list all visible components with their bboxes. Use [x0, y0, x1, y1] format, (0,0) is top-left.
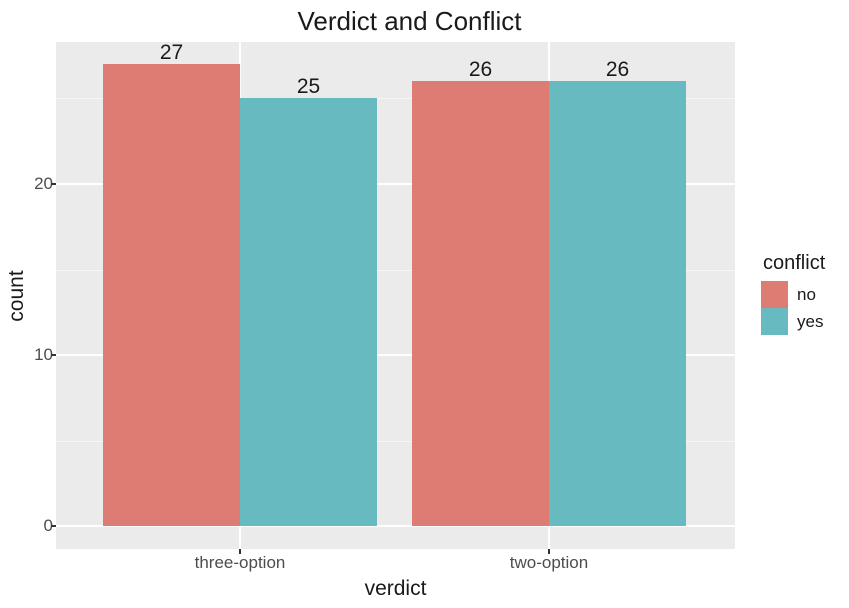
bar-three-option-no	[103, 64, 240, 526]
y-axis-tick	[51, 183, 56, 185]
bar-value-label: 25	[296, 75, 321, 98]
x-axis-tick	[239, 549, 241, 554]
y-axis-tick	[51, 354, 56, 356]
bar-two-option-yes	[549, 81, 686, 526]
gridline-major	[56, 354, 735, 356]
bar-three-option-yes	[240, 98, 377, 526]
legend-swatch-yes	[761, 308, 788, 335]
x-tick-label: three-option	[194, 553, 286, 572]
bar-value-label: 27	[159, 41, 184, 64]
legend-swatch-no	[761, 281, 788, 308]
bar-two-option-no	[412, 81, 549, 526]
bar-value-label: 26	[468, 58, 493, 81]
legend-title: conflict	[763, 252, 826, 274]
y-tick-label: 10	[34, 345, 53, 364]
y-axis-title: count	[5, 270, 28, 322]
gridline-major	[56, 183, 735, 185]
gridline-minor	[56, 98, 735, 99]
x-axis-tick	[548, 549, 550, 554]
gridline-minor	[56, 441, 735, 442]
bar-value-label: 26	[605, 58, 630, 81]
plot-panel: 27 25 26 26	[56, 42, 735, 549]
x-tick-label: two-option	[509, 553, 589, 572]
y-axis-tick	[51, 525, 56, 527]
y-tick-label: 20	[34, 174, 53, 193]
gridline-minor	[56, 270, 735, 271]
legend-label: no	[797, 285, 816, 304]
y-tick-label: 0	[43, 516, 53, 535]
chart-title: Verdict and Conflict	[297, 6, 522, 36]
gridline-major	[56, 525, 735, 527]
legend-label: yes	[797, 312, 824, 331]
x-axis-title: verdict	[364, 577, 427, 600]
